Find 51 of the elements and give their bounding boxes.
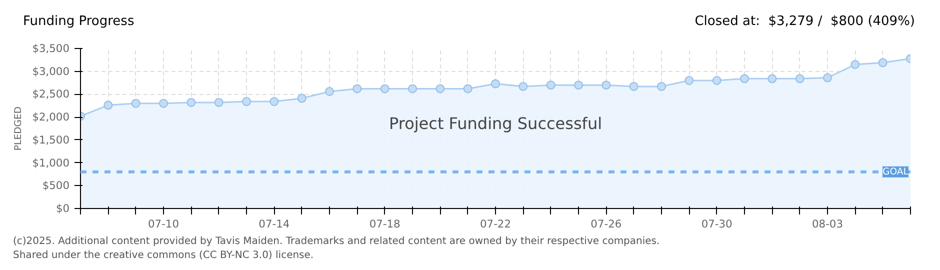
point (104, 100, 113, 110)
point (602, 80, 611, 90)
chart-subtitle: Closed at: $3,279 / $800 (409%) (694, 13, 915, 31)
point (518, 82, 528, 91)
x-tick-label: 07-30 (701, 218, 733, 230)
x-tick-label: 08-03 (812, 218, 843, 230)
point (186, 98, 196, 107)
y-tick-label: $2,000 (32, 110, 70, 124)
x-tick-label: 07-14 (258, 218, 290, 230)
point (684, 76, 694, 85)
y-tick-label: $2,500 (32, 88, 70, 101)
ref-line-label: GOAL (882, 166, 910, 178)
point (823, 73, 832, 82)
y-tick-label: $1,500 (32, 133, 70, 146)
point (878, 58, 888, 68)
text: (c)2025. Additional content provided by Tavis Maiden. Trademarks and related content are owned by their respective companies. (13, 236, 660, 247)
point (740, 74, 749, 84)
y-tick-label: $1,000 (32, 156, 70, 170)
x-tick-label: 07-26 (590, 218, 622, 230)
point (546, 80, 556, 90)
point (574, 80, 583, 90)
x-tick-label: 07-22 (480, 218, 511, 230)
point (795, 74, 804, 84)
point (297, 94, 306, 103)
x-tick-label: 07-18 (369, 218, 401, 230)
y-tick-label: $3,500 (32, 42, 70, 55)
point (352, 84, 362, 94)
point (380, 84, 390, 94)
point (768, 74, 777, 84)
annotation: Project Funding Successful (388, 114, 602, 134)
point (850, 60, 860, 69)
point (629, 82, 638, 91)
point (463, 84, 472, 94)
point (712, 76, 722, 85)
point (270, 97, 279, 106)
x-tick-label: 07-10 (148, 218, 180, 230)
chart-title: Funding Progress (23, 13, 134, 31)
y-tick-label: $500 (42, 179, 70, 192)
point (436, 84, 445, 94)
point (408, 84, 417, 94)
point (131, 98, 140, 108)
point (657, 82, 666, 91)
point (214, 98, 224, 107)
y-tick-label: $0 (56, 202, 70, 215)
point (242, 97, 251, 106)
y-tick-label: $3,000 (32, 64, 70, 78)
y-axis-title: PLEDGED (13, 106, 24, 151)
text: Shared under the creative commons (CC BY-NC 3.0) license. (13, 250, 314, 262)
point (159, 98, 168, 108)
point (491, 79, 500, 88)
point (325, 86, 334, 96)
